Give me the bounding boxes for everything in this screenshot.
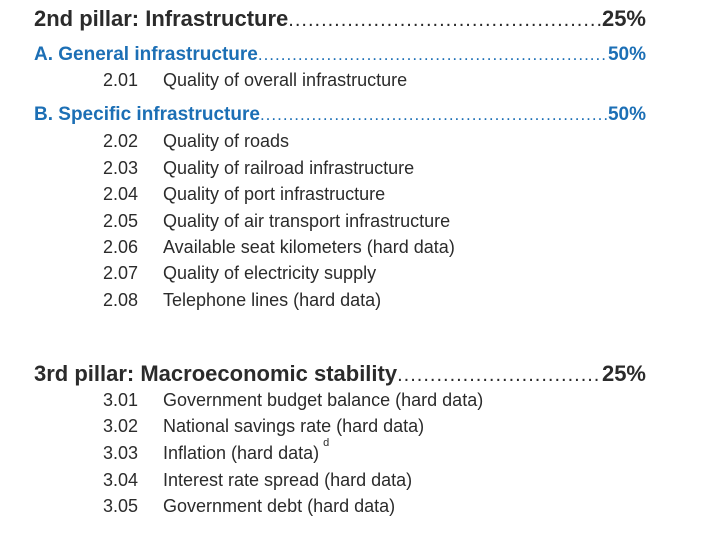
item-text: Inflation (hard data): [163, 443, 320, 463]
item-code: 2.01: [103, 70, 139, 90]
section-b-heading: B. Specific infrastructure 50%: [34, 104, 646, 126]
item-text: National savings rate (hard data): [163, 416, 425, 436]
item-text: Quality of railroad infrastructure: [163, 158, 415, 178]
pillar-2-weight: 25%: [601, 6, 646, 31]
item-text: Government debt (hard data): [163, 496, 396, 516]
item-code: 3.02: [103, 416, 139, 436]
item-code: 2.07: [103, 263, 139, 283]
item-text: Quality of air transport infrastructure: [163, 211, 451, 231]
pillar-3-heading: 3rd pillar: Macroeconomic stability 25%: [34, 361, 646, 387]
item-text: Quality of roads: [163, 131, 290, 151]
item-code: 2.08: [103, 290, 139, 310]
item-code: 2.04: [103, 184, 139, 204]
pillar-3-weight: 25%: [601, 361, 646, 386]
item-text: Interest rate spread (hard data): [163, 470, 413, 490]
item-text: Quality of overall infrastructure: [163, 70, 408, 90]
item-code: 2.06: [103, 237, 139, 257]
pillar-2-title: 2nd pillar: Infrastructure: [34, 6, 289, 31]
pillar-3-title: 3rd pillar: Macroeconomic stability: [34, 361, 398, 386]
section-a-weight: 50%: [607, 44, 646, 65]
item-text-with-note: Inflation (hard data) d: [163, 437, 329, 464]
section-b-title: B. Specific infrastructure: [34, 104, 260, 125]
footnote-marker: d: [323, 437, 330, 449]
item-code: 3.05: [103, 496, 139, 516]
leader-dots: [288, 9, 602, 32]
item-code: 2.03: [103, 158, 139, 178]
pillar-2-heading: 2nd pillar: Infrastructure 25%: [34, 6, 646, 32]
leader-dots: [397, 364, 602, 387]
item-code: 3.03: [103, 443, 139, 463]
item-code: 2.05: [103, 211, 139, 231]
item-text: Available seat kilometers (hard data): [163, 237, 455, 257]
section-b-weight: 50%: [607, 104, 646, 125]
item-text: Quality of electricity supply: [163, 263, 377, 283]
item-text: Telephone lines (hard data): [163, 290, 382, 310]
section-a-title: A. General infrastructure: [34, 44, 258, 65]
item-code: 3.04: [103, 470, 139, 490]
leader-dots: [260, 105, 608, 125]
section-a-heading: A. General infrastructure 50%: [34, 44, 646, 66]
leader-dots: [258, 45, 608, 65]
item-code: 2.02: [103, 131, 139, 151]
item-text: Government budget balance (hard data): [163, 390, 484, 410]
item-code: 3.01: [103, 390, 139, 410]
item-text: Quality of port infrastructure: [163, 184, 386, 204]
